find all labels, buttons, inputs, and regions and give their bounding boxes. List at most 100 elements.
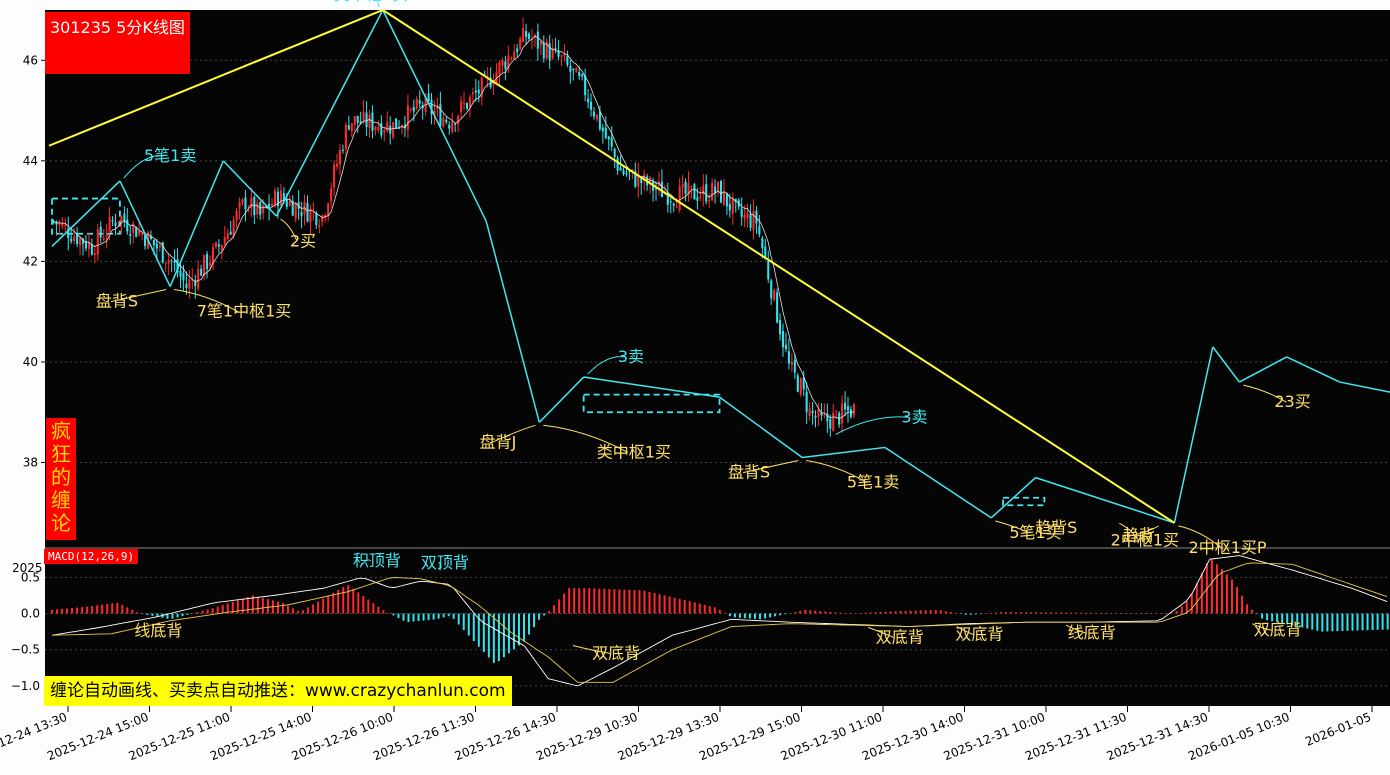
price-annotation-arrow <box>491 424 536 443</box>
macd-bar <box>1020 612 1023 614</box>
candle-body <box>164 262 167 265</box>
candle-body <box>649 177 652 185</box>
macd-bar <box>1190 593 1193 614</box>
candle-body <box>468 96 471 108</box>
bi-stroke <box>583 376 720 398</box>
candle-body <box>211 247 215 266</box>
price-annotation-arrow <box>1243 384 1287 403</box>
candle-body <box>398 127 401 129</box>
price-annotation-label: 2买 <box>290 231 316 250</box>
macd-bar <box>869 612 872 614</box>
candle-body <box>179 270 182 277</box>
candle-body <box>504 61 507 69</box>
candle-body <box>362 111 365 122</box>
macd-bar <box>522 613 525 642</box>
price-annotation-label: 7笔1中枢1买 <box>197 302 292 321</box>
macd-bar <box>974 613 977 615</box>
macd-bar <box>753 613 756 619</box>
macd-bar <box>959 613 962 615</box>
candle-body <box>814 416 817 418</box>
moving-average <box>53 35 855 420</box>
macd-bar <box>382 610 385 614</box>
candle-body <box>628 171 631 173</box>
macd-bar <box>497 613 500 662</box>
macd-bar <box>894 611 897 614</box>
macd-bar <box>437 613 440 619</box>
candle-body <box>784 344 788 350</box>
candle-body <box>395 118 398 129</box>
price-annotation-arrow <box>280 218 298 242</box>
bi-stroke <box>51 180 121 247</box>
macd-bar <box>578 588 581 614</box>
candle-body <box>200 268 203 276</box>
macd-histogram <box>51 559 1389 663</box>
candle-body <box>657 181 661 187</box>
macd-bar <box>573 588 576 614</box>
candle-body <box>551 47 554 59</box>
candle-body <box>108 216 111 233</box>
candle-body <box>613 148 616 158</box>
macd-bar <box>939 610 942 614</box>
macd-bar <box>1170 613 1173 615</box>
macd-bar <box>1225 574 1228 614</box>
macd-bar <box>1386 613 1389 630</box>
candle-body <box>73 236 76 241</box>
macd-bar <box>387 612 390 614</box>
macd-bar <box>904 610 907 614</box>
macd-bar <box>136 612 139 614</box>
macd-bar <box>829 611 832 614</box>
macd-annotation-label: 积顶背 <box>353 551 401 570</box>
macd-bar <box>1220 569 1223 614</box>
bi-stroke <box>1286 356 1341 383</box>
macd-bar <box>1155 613 1158 614</box>
candle-body <box>223 237 226 245</box>
macd-bar <box>1110 612 1113 614</box>
macd-bar <box>337 589 340 614</box>
candle-body <box>197 268 200 289</box>
macd-annotation-label: 线底背 <box>1068 623 1116 642</box>
macd-bar <box>302 610 305 614</box>
candle-body <box>161 242 164 263</box>
macd-bar <box>698 603 701 614</box>
macd-bar <box>292 608 295 614</box>
candle-body <box>306 202 309 222</box>
macd-bar <box>507 613 510 654</box>
candle-body <box>675 206 678 208</box>
candle-body <box>779 319 782 335</box>
macd-bar <box>327 595 330 614</box>
macd-bar <box>583 588 586 614</box>
candle-body <box>368 114 371 128</box>
candle-body <box>708 200 711 202</box>
candle-body <box>238 202 241 208</box>
macd-annotation-label: 双底背 <box>592 643 640 662</box>
macd-annotation-arrow <box>1065 624 1086 634</box>
candle-body <box>333 164 336 188</box>
candle-body <box>761 238 764 249</box>
candle-body <box>510 57 513 59</box>
macd-bar <box>643 590 646 614</box>
macd-bar <box>367 599 370 614</box>
macd-bar <box>432 613 435 620</box>
candle-body <box>557 50 560 57</box>
candle-body <box>87 242 90 250</box>
macd-bar <box>879 612 882 614</box>
candle-body <box>525 30 528 37</box>
candle-body <box>805 391 808 413</box>
candle-body <box>217 244 220 247</box>
macd-bar <box>422 613 425 621</box>
price-annotation-arrow <box>1132 525 1159 536</box>
macd-bar <box>1075 612 1078 614</box>
candle-body <box>666 192 669 205</box>
macd-annotation-label: 双底背 <box>876 627 924 646</box>
macd-bar <box>467 613 470 636</box>
price-annotation-arrow <box>587 356 625 375</box>
candle-body <box>158 245 161 248</box>
macd-bar <box>81 607 84 614</box>
macd-bar <box>1301 613 1304 628</box>
candle-body <box>353 116 356 125</box>
candle-body <box>256 202 259 215</box>
candle-body <box>271 203 274 207</box>
title-box <box>45 12 190 74</box>
macd-bar <box>598 588 601 614</box>
macd-bar <box>171 613 174 619</box>
